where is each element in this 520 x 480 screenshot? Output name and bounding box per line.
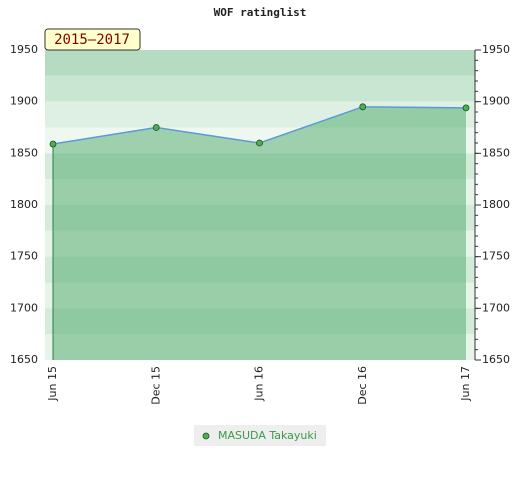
y-tick-label-right: 1850: [482, 146, 510, 159]
legend-label: MASUDA Takayuki: [218, 429, 317, 442]
background-band: [45, 256, 475, 283]
x-tick-label: Jun 15: [46, 366, 59, 402]
data-point: [49, 140, 57, 148]
background-band: [45, 334, 475, 360]
chart-title: WOF ratinglist: [214, 6, 307, 19]
background-band: [45, 75, 475, 102]
data-point: [462, 104, 470, 112]
background-band: [45, 230, 475, 257]
y-tick-label-right: 1900: [482, 95, 510, 108]
y-tick-label: 1900: [10, 95, 38, 108]
background-band: [45, 205, 475, 231]
background-band: [45, 50, 475, 76]
y-tick-label-right: 1950: [482, 43, 510, 56]
annotation-box: [44, 28, 141, 51]
y-tick-label: 1950: [10, 43, 38, 56]
y-tick-label: 1700: [10, 301, 38, 314]
y-tick-label: 1650: [10, 353, 38, 366]
background-band: [45, 153, 475, 180]
data-point: [152, 124, 160, 131]
area: [53, 106, 466, 360]
y-tick-label-right: 1650: [482, 353, 510, 366]
x-tick-label: Jun 17: [459, 366, 472, 402]
y-tick-label-right: 1800: [482, 198, 510, 211]
x-tick-label: Jun 16: [253, 366, 266, 402]
background-band: [45, 308, 475, 335]
data-point: [256, 139, 263, 147]
legend-marker: [202, 432, 210, 440]
x-tick-label: Dec 15: [149, 366, 162, 405]
legend-box: [194, 425, 326, 446]
annotation: 2015–2017: [54, 32, 130, 48]
y-tick-label: 1750: [10, 250, 38, 263]
y-tick-label: 1850: [10, 146, 38, 159]
data-point: [359, 103, 367, 111]
background-band: [45, 101, 475, 128]
background-band: [45, 282, 475, 309]
x-tick-label: Dec 16: [356, 366, 369, 405]
background-band: [45, 179, 475, 205]
y-tick-label: 1800: [10, 198, 38, 211]
y-tick-label-right: 1700: [482, 301, 510, 314]
y-tick-label-right: 1750: [482, 250, 510, 263]
